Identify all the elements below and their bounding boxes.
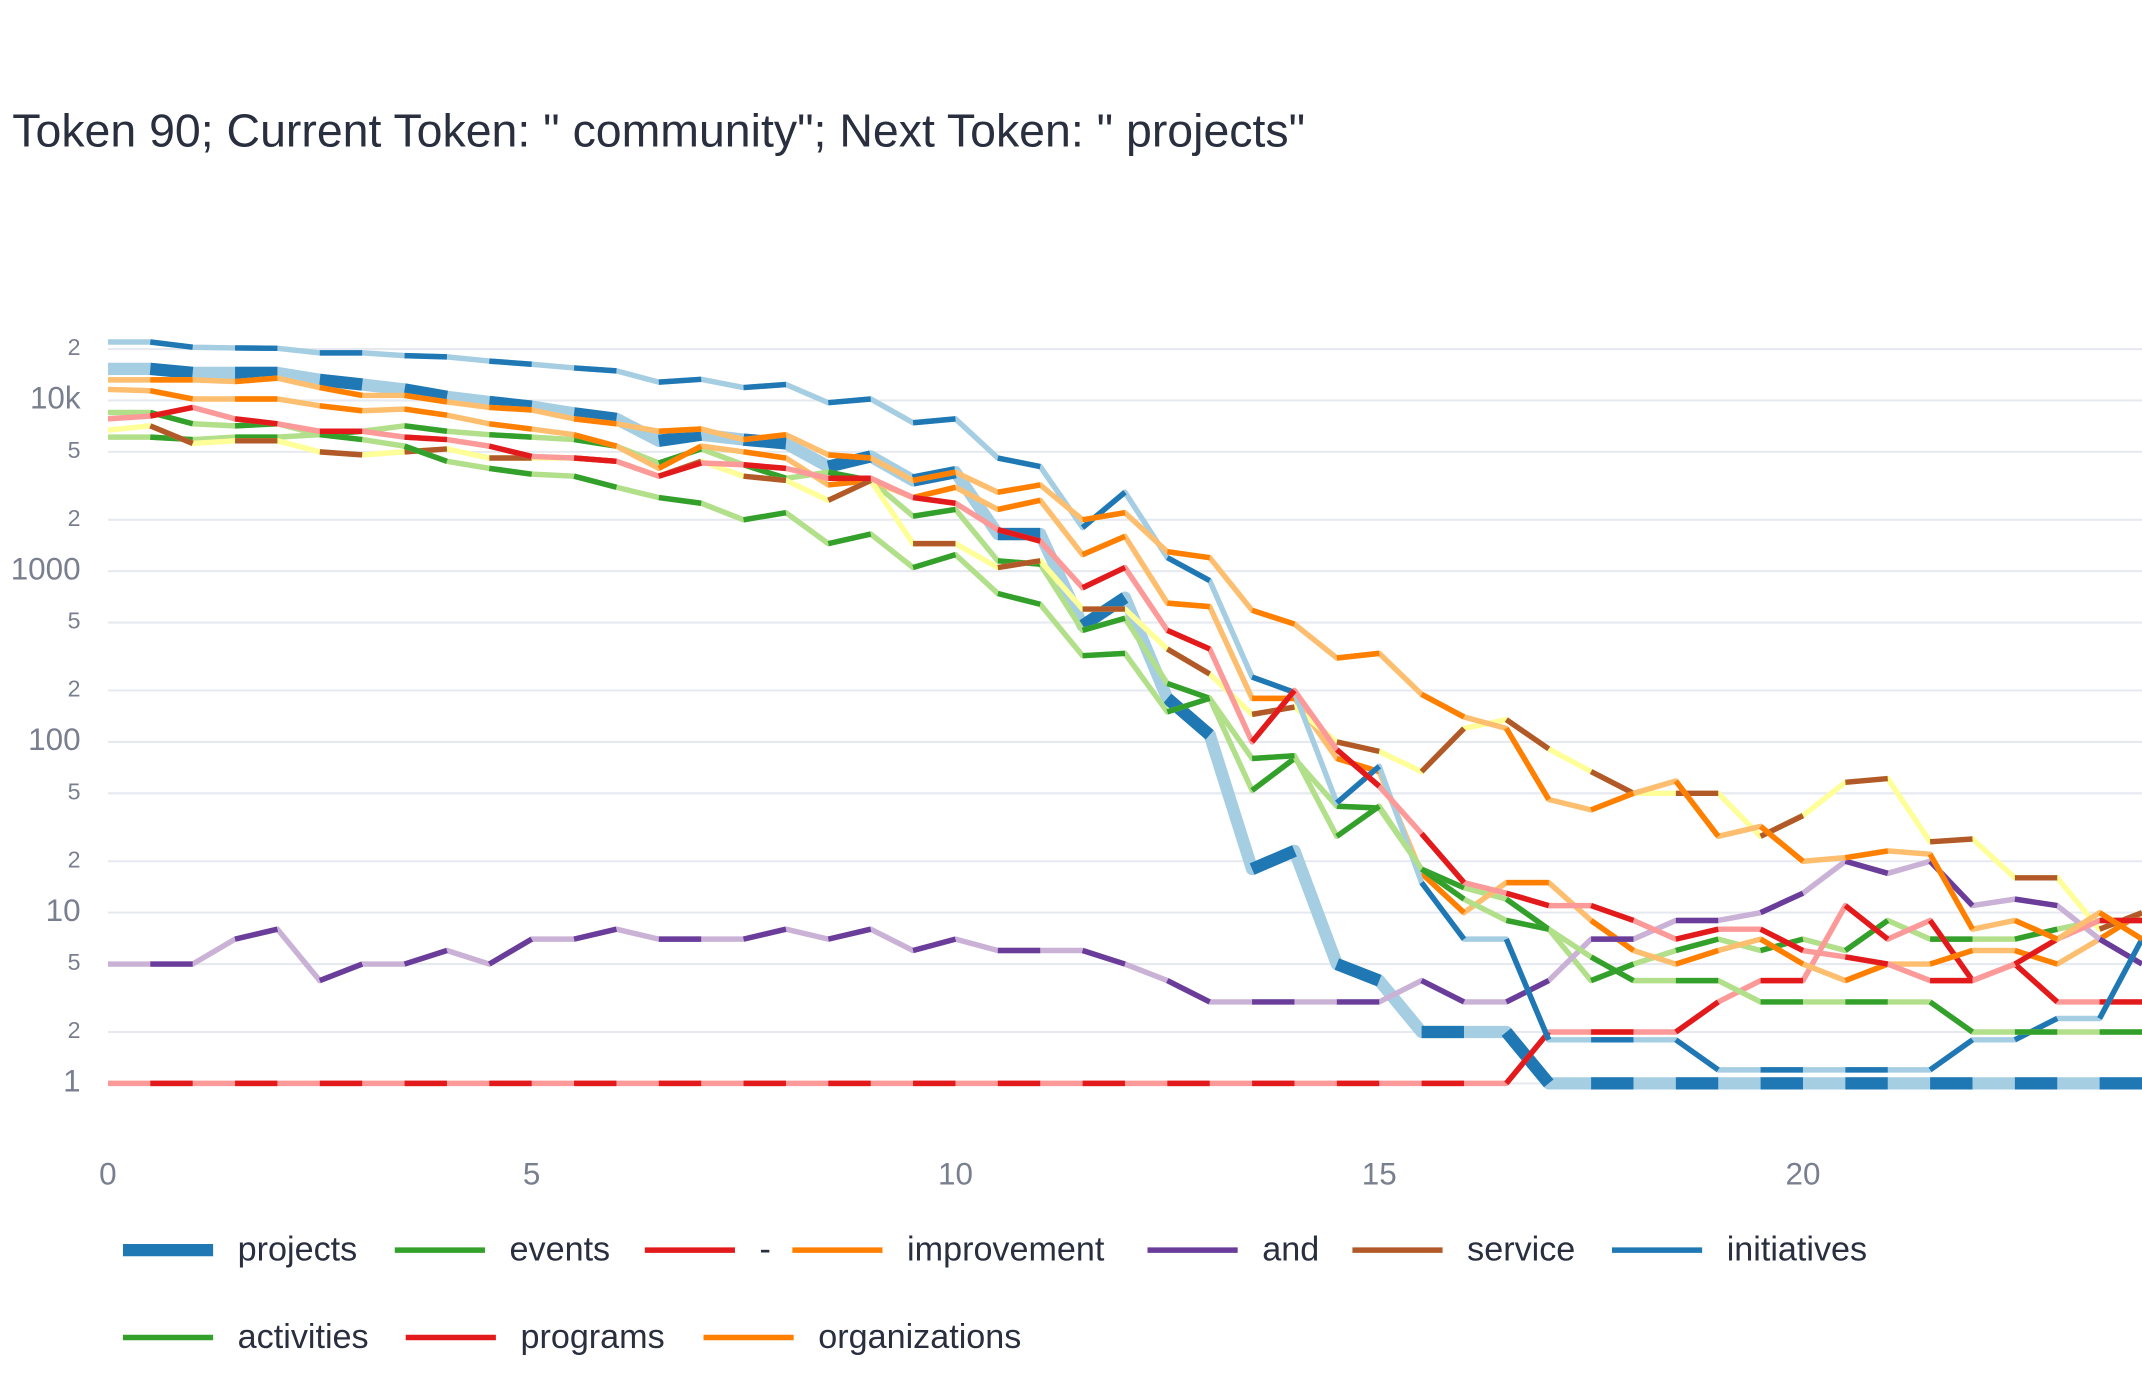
y-tick-label: 5 — [68, 778, 81, 804]
legend-label: - — [760, 1230, 771, 1268]
series-line — [107, 423, 2142, 932]
series-line-accent — [150, 375, 2142, 942]
y-tick-label: 1 — [63, 1064, 80, 1099]
legend-label: service — [1467, 1230, 1575, 1268]
plot-area — [107, 339, 2142, 1090]
y-tick-label: 5 — [68, 608, 81, 634]
y-tick-label: 10 — [46, 893, 81, 928]
y-tick-label: 10k — [30, 381, 81, 416]
legend-label: programs — [520, 1318, 664, 1356]
series-line-accent — [149, 404, 2142, 984]
y-tick-label: 100 — [28, 722, 80, 757]
legend: projects events - improvement and service init… — [122, 1230, 1867, 1356]
series-line — [107, 375, 2142, 942]
legend-item[interactable]: and — [1147, 1230, 1320, 1268]
series-line-accent — [150, 903, 2142, 1087]
series-line — [107, 902, 2142, 1087]
series-line-accent — [149, 423, 2142, 932]
series-line — [107, 409, 2142, 1035]
y-tick-label: 5 — [68, 949, 81, 975]
legend-label: projects — [238, 1230, 358, 1268]
series-line — [107, 423, 2142, 984]
series-line — [107, 386, 2142, 984]
legend-item[interactable]: programs — [405, 1318, 665, 1356]
series-line-accent — [149, 409, 2142, 1035]
series-line-accent — [149, 388, 2142, 984]
legend-label: improvement — [907, 1230, 1105, 1268]
x-tick-label: 20 — [1786, 1157, 1821, 1192]
legend-item[interactable]: activities — [122, 1318, 369, 1356]
legend-item[interactable]: initiatives — [1611, 1230, 1867, 1268]
legend-label: activities — [238, 1318, 369, 1356]
y-tick-label: 2 — [68, 334, 81, 360]
chart-title: Token 90; Current Token: " community"; N… — [12, 104, 1305, 156]
legend-item[interactable]: service — [1352, 1230, 1575, 1268]
y-tick-label: 1000 — [11, 551, 81, 586]
legend-item[interactable]: organizations — [703, 1318, 1022, 1356]
y-tick-label: 2 — [68, 505, 81, 531]
legend-label: initiatives — [1727, 1230, 1867, 1268]
legend-label: and — [1262, 1230, 1319, 1268]
series-line-accent — [149, 362, 2142, 1090]
y-tick-label: 2 — [68, 1017, 81, 1043]
y-tick-label: 2 — [68, 676, 81, 702]
y-tick-label: 5 — [68, 437, 81, 463]
series-line — [107, 858, 2142, 1005]
grid — [107, 348, 2142, 1085]
legend-item[interactable]: events — [394, 1230, 611, 1268]
legend-label: events — [510, 1230, 611, 1268]
legend-item[interactable]: projects — [122, 1230, 358, 1268]
x-tick-label: 5 — [523, 1157, 540, 1192]
legend-item[interactable]: - — [644, 1230, 771, 1268]
legend-label: organizations — [818, 1318, 1021, 1356]
series-line-accent — [150, 423, 2142, 984]
y-tick-label: 2 — [68, 846, 81, 872]
legend-item[interactable]: improvement — [792, 1230, 1105, 1268]
x-tick-label: 0 — [99, 1157, 116, 1192]
x-tick-label: 10 — [938, 1157, 973, 1192]
x-tick-label: 15 — [1362, 1157, 1397, 1192]
series-line-accent — [149, 339, 2142, 1073]
